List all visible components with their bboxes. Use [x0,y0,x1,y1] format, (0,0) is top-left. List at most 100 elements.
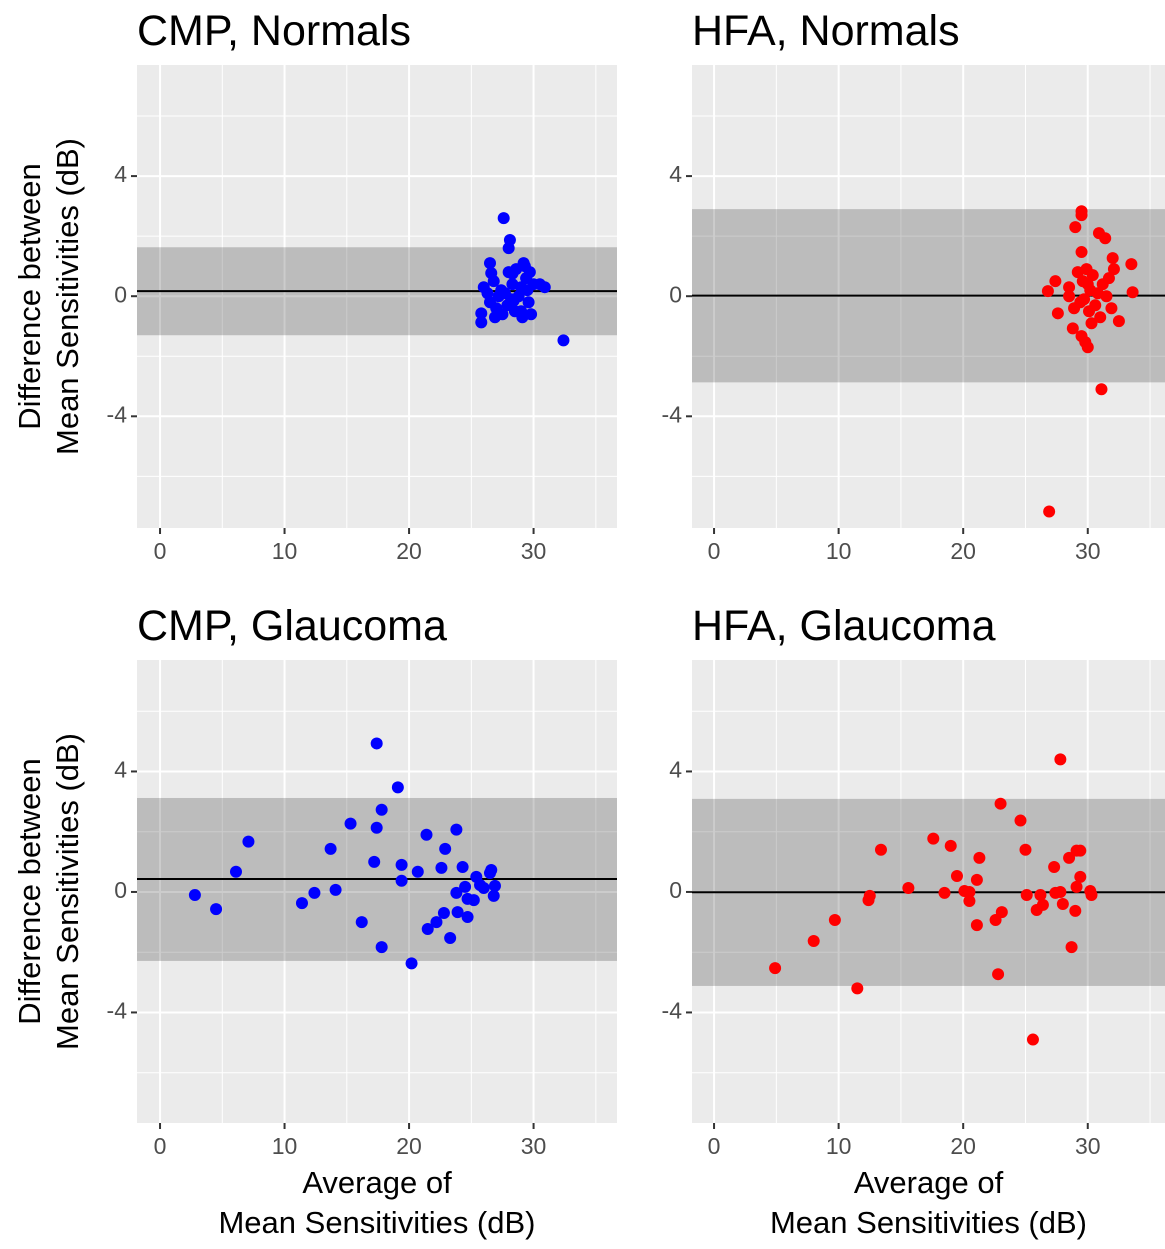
point [459,880,472,893]
point [1100,290,1113,303]
point [1049,275,1062,288]
point [1095,383,1108,396]
point [769,962,782,975]
x-tick-label: 0 [708,1133,721,1159]
point [497,212,510,225]
point [395,858,408,871]
point [1089,299,1102,312]
point [523,266,536,279]
point [995,906,1008,919]
point [1063,281,1076,294]
point [437,907,450,920]
point [439,842,452,855]
point [308,886,321,899]
point [944,839,957,852]
point [1105,302,1118,315]
point [329,883,342,896]
point [863,889,876,902]
point [1054,753,1067,766]
point [450,823,463,836]
point [475,307,488,320]
point [517,257,530,270]
x-axis-label: Mean Sensitivities (dB) [218,1205,535,1240]
point [963,885,976,898]
point [1107,263,1120,276]
panel: 0 10 20 30 -4 0 4 HFA, Normals [662,7,1165,564]
point [411,865,424,878]
point [1041,285,1054,298]
y-tick-label: 4 [114,161,127,187]
point [950,869,963,882]
point [522,296,535,309]
point [1066,322,1079,335]
point [1074,844,1087,857]
point [421,923,434,936]
point [1075,246,1088,259]
point [444,932,457,945]
point [456,860,469,873]
point [435,861,448,874]
point [992,968,1005,981]
point [420,828,433,841]
panel-title: CMP, Glaucoma [137,602,447,650]
point [451,906,464,919]
point [355,916,368,929]
y-tick-label: 0 [114,281,127,307]
y-tick-label: 4 [114,757,127,783]
point [902,882,915,895]
point [1065,941,1078,954]
point [557,334,570,347]
point [1036,898,1049,911]
point [430,916,443,929]
y-tick-label: 0 [114,877,127,903]
y-axis-label: Difference between [12,163,47,430]
point [210,903,223,916]
x-tick-label: 10 [826,1133,852,1159]
panel-title: HFA, Normals [692,7,960,55]
point [483,257,496,270]
panel: 0 10 20 30 -4 0 4 CMP, Glaucoma Difference betwe… [12,602,617,1240]
point [1054,885,1067,898]
point [1051,307,1064,320]
point [1048,860,1061,873]
point [477,882,490,895]
point [395,874,408,887]
point [485,863,498,876]
point [1056,898,1069,911]
point [1043,505,1056,518]
point [1075,209,1088,222]
point [242,835,255,848]
point [375,941,388,954]
panel-title: CMP, Normals [137,7,411,55]
point [938,886,951,899]
x-tick-label: 0 [708,538,721,564]
point [506,267,519,280]
point [1102,272,1115,285]
panel: 0 10 20 30 -4 0 4 CMP, Normals Difference betwee… [12,7,617,564]
panel: 0 10 20 30 -4 0 4 HFA, Glaucoma Average of Mean S… [662,602,1165,1240]
point [461,910,474,923]
point [391,781,404,794]
point [1020,888,1033,901]
x-axis-label: Average of [854,1165,1004,1200]
point [1085,888,1098,901]
point [475,316,488,329]
point [970,873,983,886]
y-tick-label: 4 [669,757,682,783]
x-tick-label: 10 [272,1133,298,1159]
point [973,851,986,864]
point [1112,315,1125,328]
x-tick-label: 10 [826,538,852,564]
y-tick-label: -4 [662,401,683,427]
y-axis-label: Mean Sensitivities (dB) [50,733,85,1050]
x-tick-label: 10 [272,538,298,564]
point [503,234,516,247]
y-tick-label: -4 [662,998,683,1024]
x-tick-label: 20 [950,1133,976,1159]
x-axis-label: Average of [302,1165,452,1200]
x-tick-label: 20 [396,1133,422,1159]
point [807,935,820,948]
point [515,305,528,318]
point [851,982,864,995]
point [1074,870,1087,883]
